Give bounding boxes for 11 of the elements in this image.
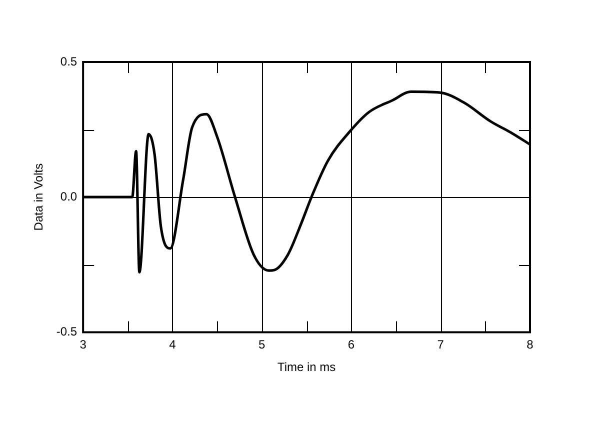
x-tick-label: 5 [258,338,266,352]
y-axis-title: Data in Volts [32,163,46,231]
x-axis-title: Time in ms [277,360,336,374]
x-tick-label: 6 [348,338,355,352]
y-tick-label: -0.5 [56,324,78,339]
x-tick-label: 8 [526,338,534,352]
y-tick-label: 0.0 [60,189,78,204]
x-tick-label: 3 [80,338,87,352]
y-tick-label: 0.5 [60,54,78,68]
x-tick-label: 7 [437,338,444,352]
x-tick-label: 4 [169,338,176,352]
